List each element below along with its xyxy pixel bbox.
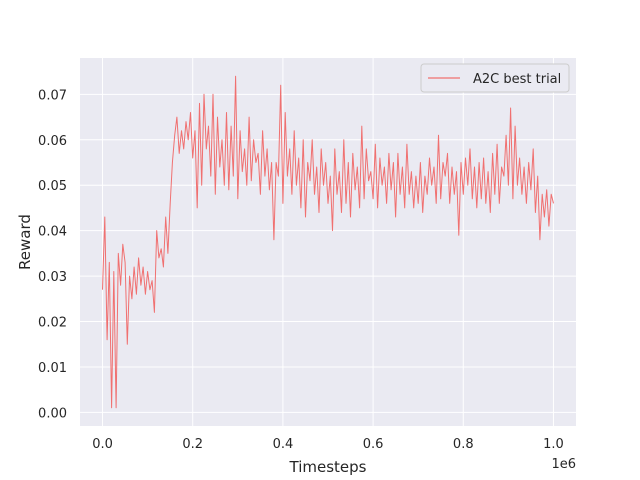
plot-background xyxy=(80,58,576,426)
y-tick-label: 0.05 xyxy=(38,179,67,194)
x-axis-label: Timesteps xyxy=(289,458,367,476)
legend-box xyxy=(420,63,570,93)
y-tick-label: 0.02 xyxy=(38,316,67,331)
x-tick-label: 0.0 xyxy=(92,437,113,452)
y-tick-label: 0.06 xyxy=(38,134,67,149)
series-line xyxy=(102,75,554,409)
y-tick-label: 0.07 xyxy=(38,88,67,103)
x-tick-label: 0.6 xyxy=(363,437,384,452)
series-layer xyxy=(102,75,554,409)
y-tick-label: 0.00 xyxy=(38,406,67,421)
x-tick-label: 0.2 xyxy=(182,437,203,452)
y-axis-label: Reward xyxy=(16,214,34,270)
y-tick-label: 0.01 xyxy=(38,361,67,376)
legend: A2C best trial xyxy=(420,63,570,93)
y-tick-label: 0.03 xyxy=(38,270,67,285)
legend-label: A2C best trial xyxy=(473,72,561,87)
x-tick-label: 0.4 xyxy=(273,437,294,452)
y-tick-label: 0.04 xyxy=(38,225,67,240)
y-tick-labels: 0.00 0.01 0.02 0.03 0.04 0.05 0.06 0.07 xyxy=(38,88,67,421)
x-tick-label: 0.8 xyxy=(453,437,474,452)
x-offset-label: 1e6 xyxy=(551,457,576,472)
grid-lines xyxy=(80,58,576,426)
x-tick-label: 1.0 xyxy=(543,437,564,452)
x-tick-labels: 0.0 0.2 0.4 0.6 0.8 1.0 xyxy=(92,437,564,452)
